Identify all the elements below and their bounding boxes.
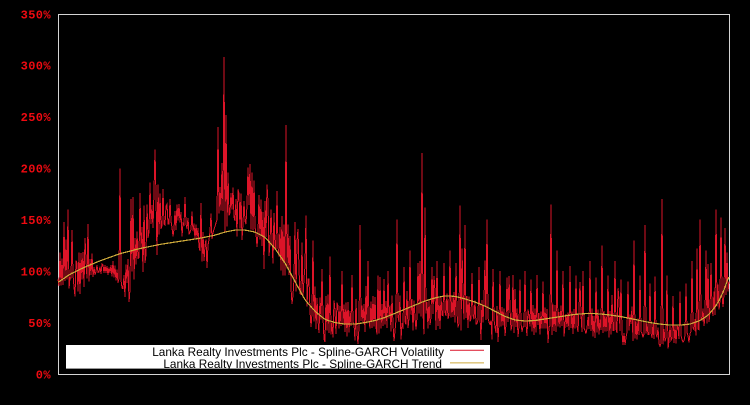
svg-text:150%: 150% (21, 214, 52, 228)
svg-text:50%: 50% (28, 317, 51, 331)
svg-text:Lanka Realty Investments Plc -: Lanka Realty Investments Plc - Spline-GA… (152, 345, 444, 359)
svg-text:250%: 250% (21, 111, 52, 125)
svg-text:300%: 300% (21, 60, 52, 74)
svg-text:Lanka Realty Investments Plc -: Lanka Realty Investments Plc - Spline-GA… (163, 357, 442, 371)
svg-text:350%: 350% (21, 8, 52, 22)
svg-text:200%: 200% (21, 163, 52, 177)
svg-text:0%: 0% (36, 368, 52, 382)
svg-text:100%: 100% (21, 265, 52, 279)
